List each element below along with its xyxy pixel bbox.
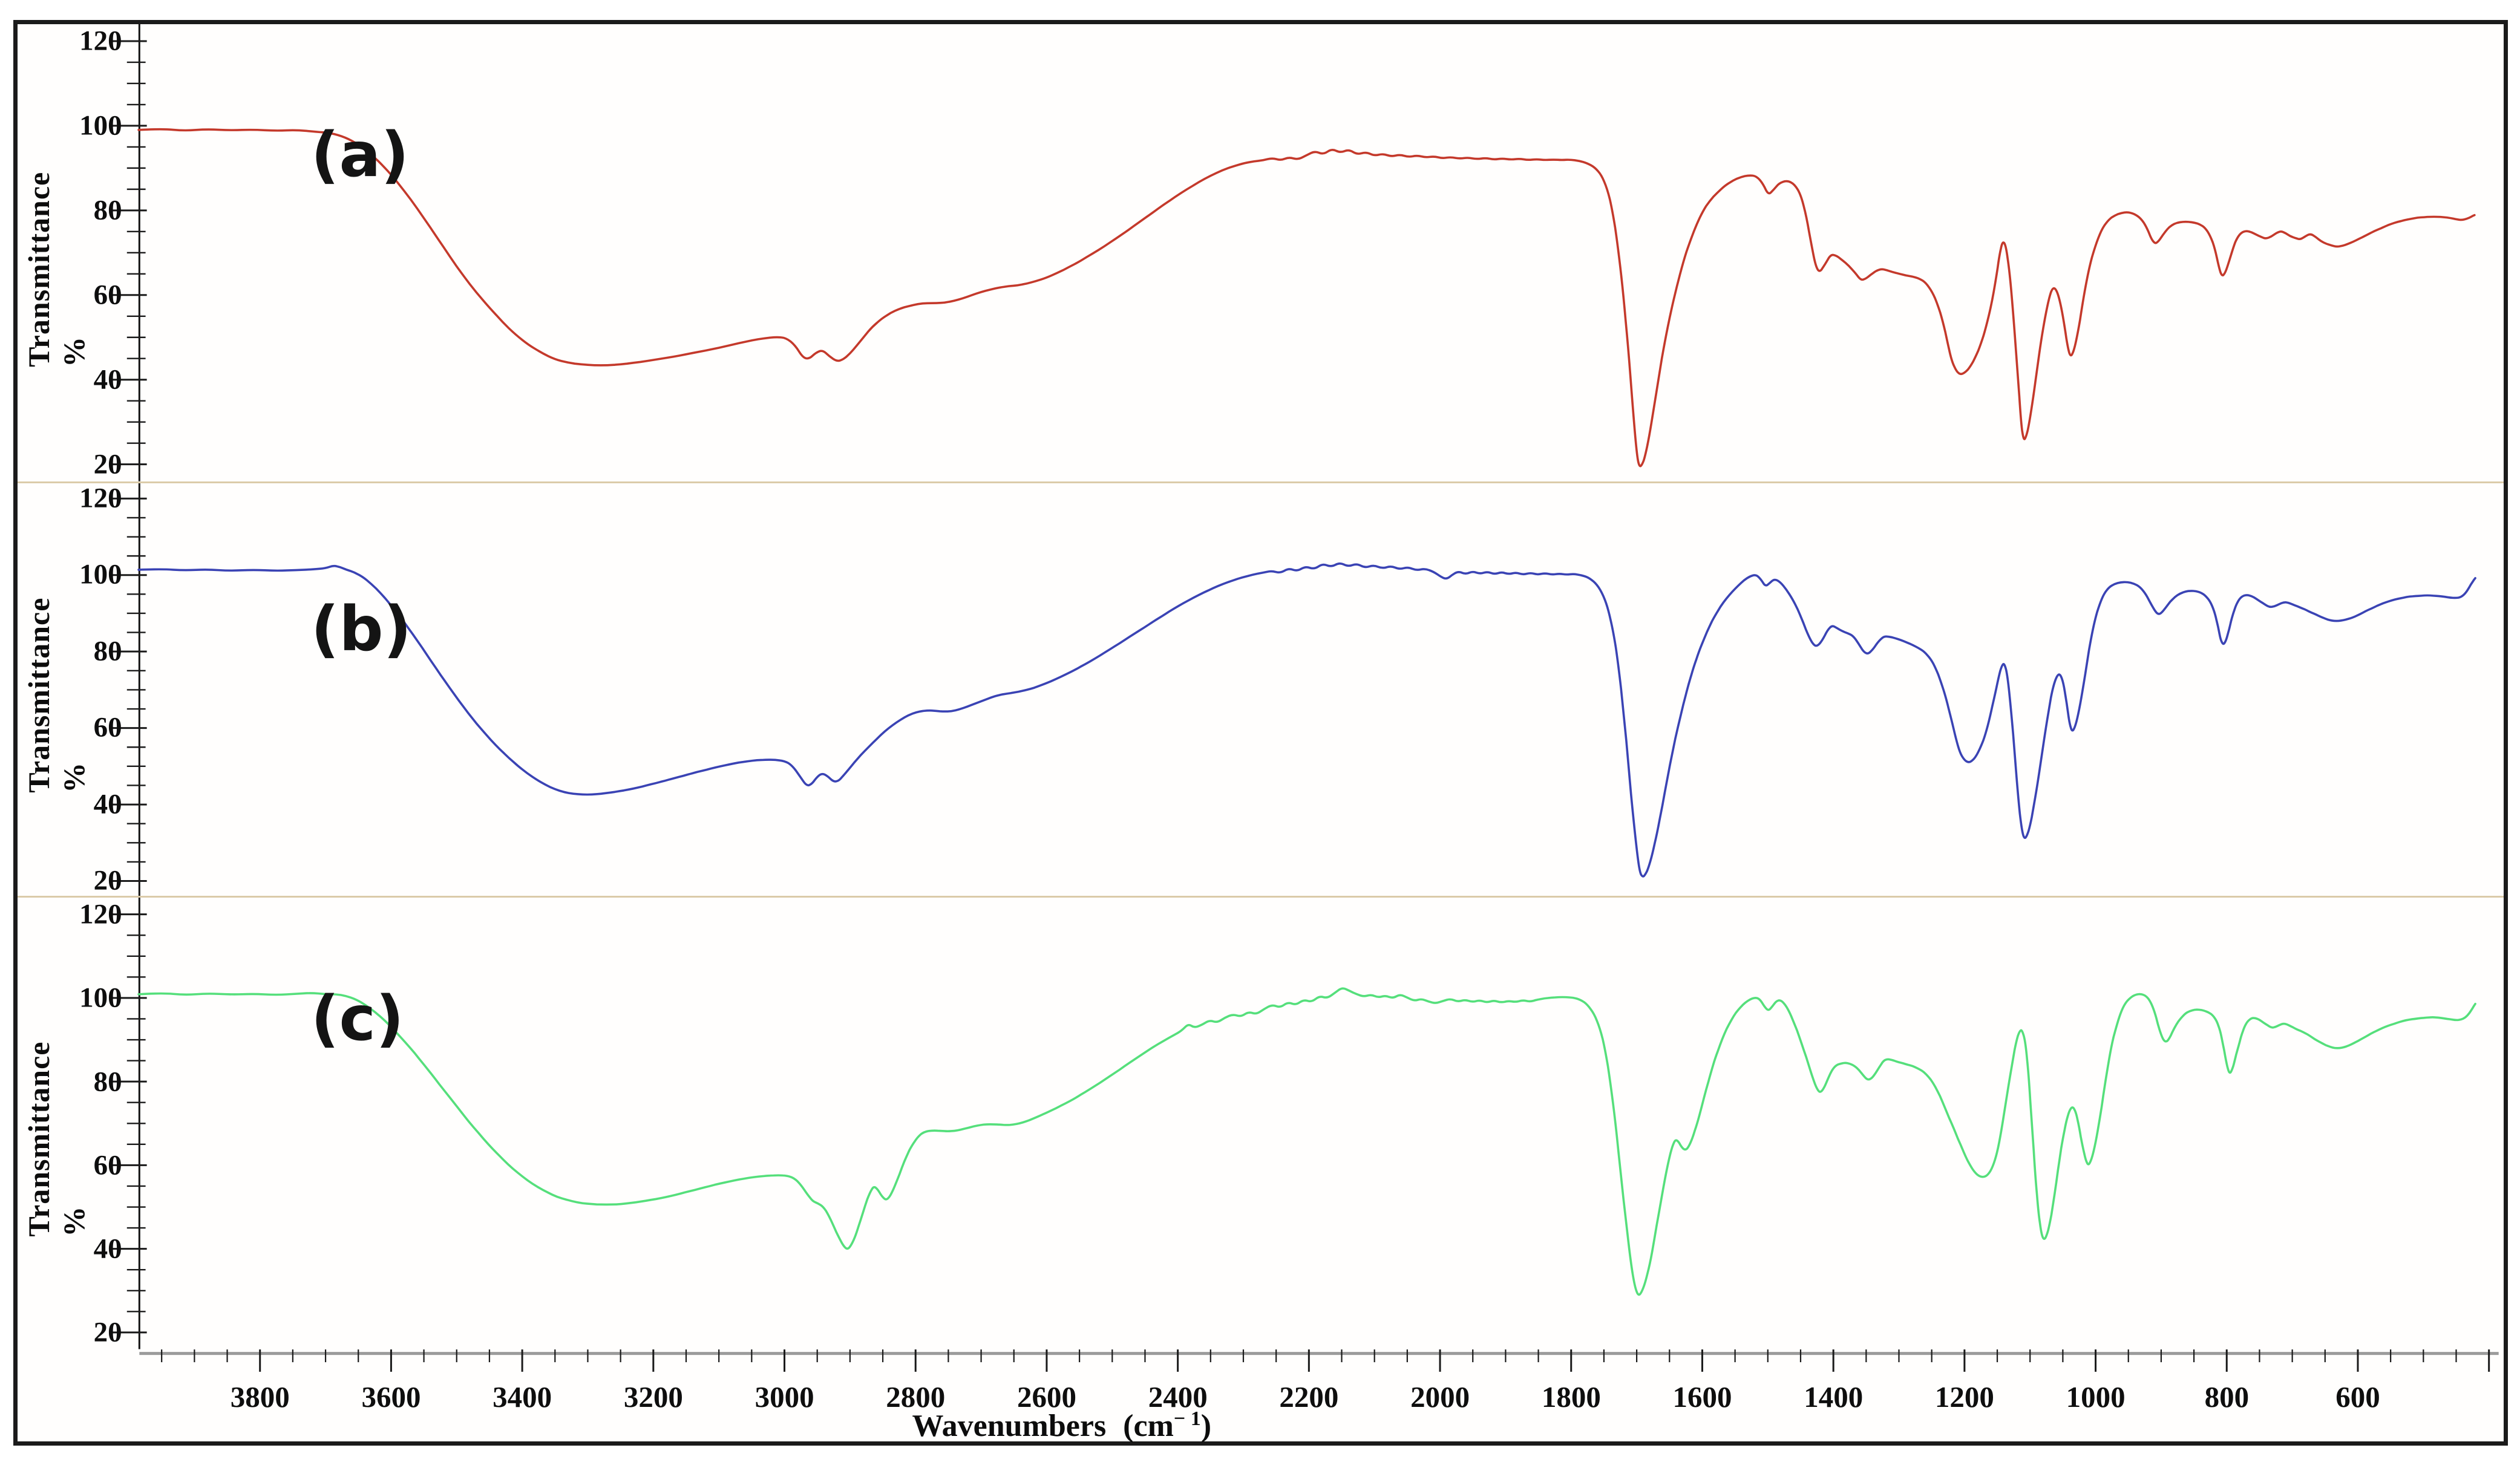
x-axis-title-main: Wavenumbers (912, 1409, 1107, 1444)
x-tick-label-2800: 2800 (886, 1380, 946, 1414)
y-tick-label-a-80: 80 (93, 194, 122, 226)
x-tick-label-2200: 2200 (1279, 1380, 1339, 1414)
y-tick-label-b-100: 100 (79, 558, 122, 590)
x-tick-label-3200: 3200 (623, 1380, 683, 1414)
x-tick-label-1400: 1400 (1804, 1380, 1864, 1414)
x-tick-label-600: 600 (2335, 1380, 2380, 1414)
y-tick-label-b-20: 20 (93, 864, 122, 896)
y-tick-label-c-100: 100 (79, 982, 122, 1014)
panel-label-c: (c) (310, 982, 404, 1055)
x-tick-label-2600: 2600 (1016, 1380, 1076, 1414)
y-tick-label-a-100: 100 (79, 109, 122, 142)
x-axis-title-strip: Wavenumbers (cm− 1) (18, 1408, 2504, 1443)
y-axis-title-b: Transmittance % (22, 597, 91, 793)
y-tick-label-a-20: 20 (93, 448, 122, 480)
y-axis-title-a: Transmittance % (22, 171, 91, 367)
x-tick-label-3000: 3000 (754, 1380, 814, 1414)
y-tick-label-c-20: 20 (93, 1316, 122, 1348)
x-tick-label-1000: 1000 (2066, 1380, 2126, 1414)
y-tick-label-c-120: 120 (79, 898, 122, 930)
y-tick-label-a-60: 60 (93, 279, 122, 311)
y-tick-label-a-120: 120 (79, 25, 122, 57)
x-axis-plot (18, 1349, 2504, 1413)
spectrum-b-plot (18, 483, 2504, 896)
y-tick-label-a-40: 40 (93, 364, 122, 396)
y-tick-label-b-120: 120 (79, 482, 122, 514)
spectrum-curve-c (139, 989, 2475, 1295)
y-tick-label-c-60: 60 (93, 1149, 122, 1181)
panel-label-b: (b) (310, 593, 412, 665)
panel-c-spectrum: 120 100 80 60 40 20 Transmittance % (c) (18, 896, 2504, 1349)
spectrum-curve-a (139, 129, 2475, 466)
ftir-figure: 120 100 80 60 40 20 Transmittance % (a) 120 100 8… (13, 20, 2508, 1446)
panel-b-spectrum: 120 100 80 60 40 20 Transmittance % (b) (18, 481, 2504, 896)
x-tick-label-1200: 1200 (1934, 1380, 1994, 1414)
x-tick-label-1800: 1800 (1541, 1380, 1601, 1414)
spectrum-curve-b (139, 563, 2475, 876)
x-tick-label-2000: 2000 (1410, 1380, 1470, 1414)
x-axis-title: Wavenumbers (cm− 1) (912, 1408, 1211, 1444)
y-tick-label-b-60: 60 (93, 711, 122, 743)
x-tick-label-3600: 3600 (361, 1380, 421, 1414)
x-tick-label-800: 800 (2204, 1380, 2250, 1414)
x-tick-label-3400: 3400 (493, 1380, 552, 1414)
y-tick-label-c-40: 40 (93, 1233, 122, 1265)
spectrum-a-plot (18, 24, 2504, 481)
spectrum-c-plot (18, 898, 2504, 1349)
y-tick-label-b-40: 40 (93, 788, 122, 820)
x-tick-label-1600: 1600 (1672, 1380, 1732, 1414)
x-axis-title-unit: (cm− 1) (1123, 1408, 1212, 1444)
x-axis: 3800 3600 3400 3200 3000 2800 2600 2400 2200 2000… (18, 1349, 2504, 1413)
y-tick-label-c-80: 80 (93, 1066, 122, 1098)
x-tick-label-2400: 2400 (1148, 1380, 1208, 1414)
panel-a-spectrum: 120 100 80 60 40 20 Transmittance % (a) (18, 24, 2504, 481)
y-axis-title-c: Transmittance % (22, 1041, 91, 1237)
panel-label-a: (a) (310, 119, 409, 192)
y-tick-label-b-80: 80 (93, 635, 122, 667)
x-tick-label-3800: 3800 (230, 1380, 290, 1414)
